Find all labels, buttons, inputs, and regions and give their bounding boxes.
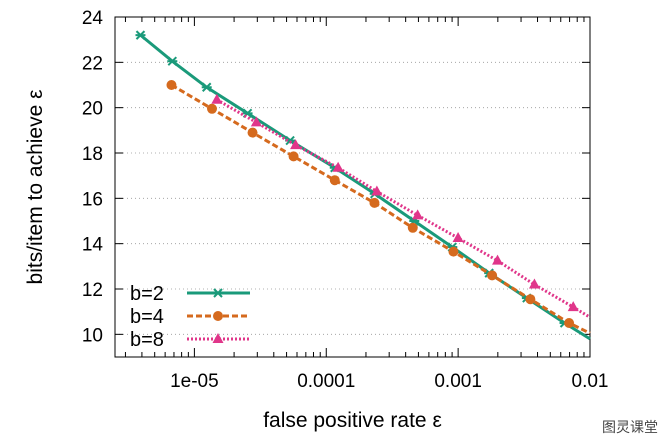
data-point [448,246,459,257]
data-point [371,185,383,196]
legend-swatch-marker [213,288,223,298]
plot-frame [114,16,591,358]
data-point [329,175,340,186]
series-layer [135,30,591,341]
x-axis-title: false positive rate ε [263,409,442,432]
data-point [207,103,218,114]
data-point [242,108,253,119]
ticks: 10 12 14 16 18 20 22 24 1e-05 0.0001 0.001 0.01 [82,8,609,392]
data-point [167,56,178,66]
data-point [250,116,262,127]
data-point [452,232,464,242]
legend-label: b=4 [130,306,164,328]
grid [115,16,590,335]
data-point [407,222,418,233]
x-tick-label: 1e-05 [170,371,219,392]
data-point [166,80,177,90]
watermark: 图灵课堂 [602,420,658,436]
legend-swatch-marker [213,311,223,321]
series-b=4 [166,80,591,335]
data-point [135,30,146,40]
data-point [332,161,344,172]
y-axis-title: bits/item to achieve ε [24,90,47,285]
data-point [567,301,579,312]
y-tick-label: 10 [82,325,103,346]
x-tick-label: 0.01 [572,371,609,392]
data-point [201,82,212,92]
y-tick-label: 14 [82,235,104,256]
x-tick-label: 0.001 [434,371,482,392]
x-tick-label: 0.0001 [297,371,355,392]
y-tick-label: 12 [82,280,103,301]
legend-label: b=8 [130,329,164,351]
y-tick-label: 18 [82,144,103,165]
data-point [528,278,540,289]
legend-label: b=2 [130,283,164,305]
data-point [487,270,498,281]
data-point [290,139,302,150]
data-point [564,318,575,328]
data-point [369,197,380,208]
data-point [492,254,504,265]
data-point [288,151,299,162]
data-point [211,93,223,104]
y-tick-label: 20 [82,99,103,120]
y-tick-label: 16 [82,189,103,210]
y-tick-label: 22 [82,53,103,74]
legend-swatch-marker [212,333,224,343]
data-point [412,209,424,220]
series-line [170,83,591,335]
data-point [247,127,258,138]
y-tick-label: 24 [82,8,104,29]
series-b=8 [211,93,591,319]
legend: b=2b=4b=8 [130,283,250,351]
data-point [525,294,536,305]
